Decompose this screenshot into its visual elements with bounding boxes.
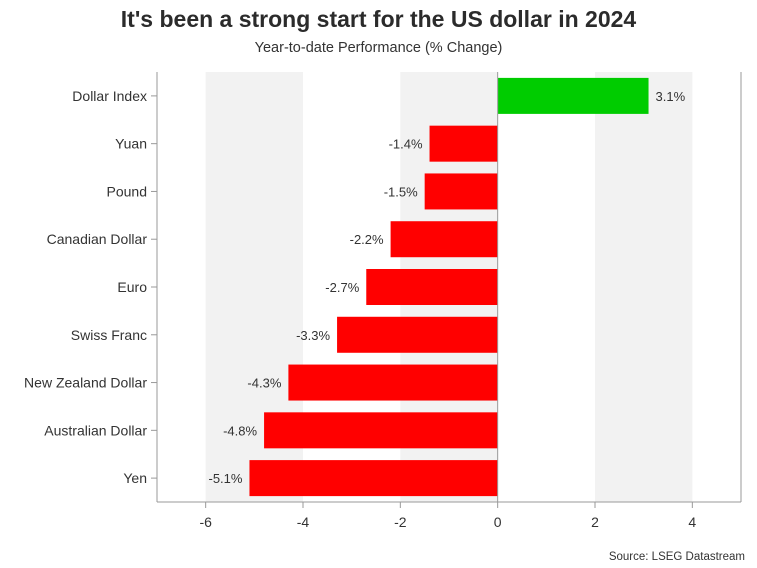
bar xyxy=(424,173,498,210)
bar xyxy=(497,77,649,114)
data-label: 3.1% xyxy=(656,89,686,104)
category-label: Swiss Franc xyxy=(71,327,147,343)
bars xyxy=(249,77,649,497)
data-label: -3.3% xyxy=(296,328,330,343)
bar xyxy=(264,412,498,449)
data-label: -4.3% xyxy=(247,376,281,391)
category-label: Euro xyxy=(117,279,147,295)
data-label: -1.5% xyxy=(384,184,418,199)
x-tick-label: -6 xyxy=(199,514,212,530)
x-tick-label: -2 xyxy=(394,514,407,530)
category-label: Pound xyxy=(107,183,147,199)
bar xyxy=(366,269,498,305)
category-label: Yen xyxy=(123,470,147,486)
data-label: -1.4% xyxy=(389,137,423,152)
category-label: Dollar Index xyxy=(72,88,147,104)
source-note: Source: LSEG Datastream xyxy=(608,551,745,563)
bar xyxy=(429,125,498,162)
data-label: -4.8% xyxy=(223,423,257,438)
category-label: New Zealand Dollar xyxy=(24,375,147,391)
grid-band xyxy=(595,72,693,502)
bar xyxy=(288,364,498,401)
category-label: Australian Dollar xyxy=(44,422,147,438)
data-label: -2.7% xyxy=(325,280,359,295)
data-label: -2.2% xyxy=(350,232,384,247)
data-labels: 3.1% -1.4% -1.5% -2.2% -2.7% -3.3% -4.3% -4.8% -… xyxy=(208,89,685,486)
bar xyxy=(249,460,498,497)
data-label: -5.1% xyxy=(208,471,242,486)
bar xyxy=(337,316,498,353)
category-label: Yuan xyxy=(115,136,147,152)
chart-title: It's been a strong start for the US doll… xyxy=(120,6,637,32)
category-labels: Dollar Index Yuan Pound Canadian Dollar Euro… xyxy=(24,88,157,486)
x-ticks: -6 -4 -2 0 2 4 xyxy=(199,502,696,530)
category-label: Canadian Dollar xyxy=(47,231,148,247)
x-tick-label: 2 xyxy=(591,514,599,530)
x-tick-label: 4 xyxy=(688,514,696,530)
x-tick-label: 0 xyxy=(494,514,502,530)
x-tick-label: -4 xyxy=(297,514,310,530)
bar xyxy=(390,221,498,258)
chart-subtitle: Year-to-date Performance (% Change) xyxy=(254,40,503,56)
